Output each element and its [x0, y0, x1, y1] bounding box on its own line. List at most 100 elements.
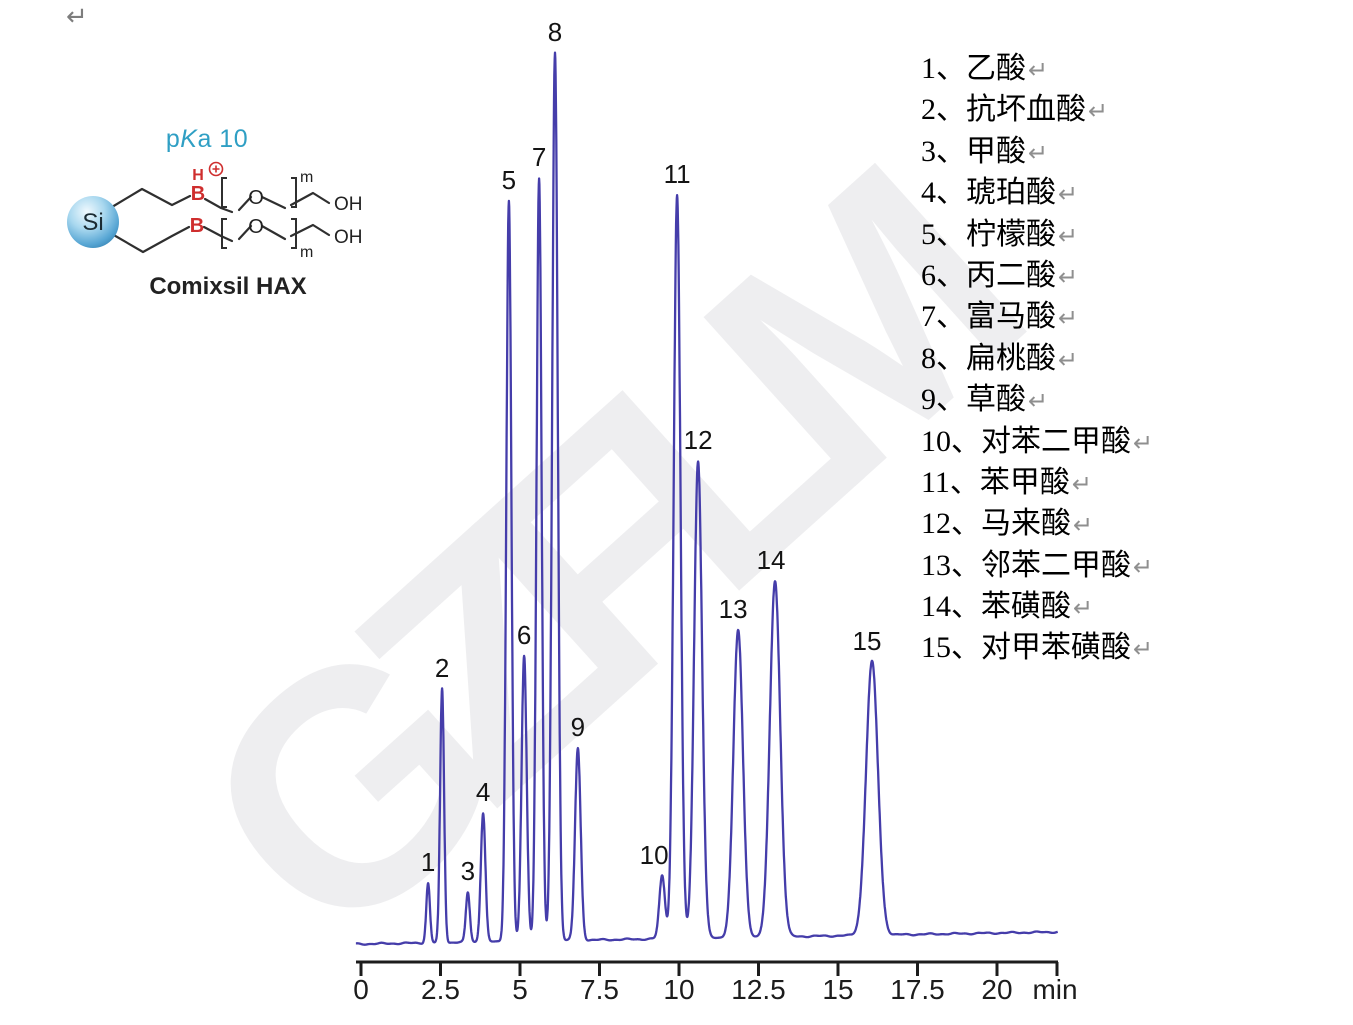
repeat-brackets	[221, 177, 297, 249]
paragraph-return-icon: ↵	[1058, 180, 1079, 209]
legend-item-name: 柠檬酸	[966, 217, 1056, 251]
legend-item-10: 10、对苯二甲酸↵	[921, 421, 1155, 462]
peak-number-label-8: 8	[547, 16, 563, 47]
peak-number-label-15: 15	[852, 625, 882, 656]
legend-item-number: 8、	[921, 341, 966, 375]
legend-item-5: 5、柠檬酸↵	[921, 214, 1155, 255]
legend-item-name: 抗坏血酸	[966, 93, 1086, 127]
legend-item-name: 甲酸	[966, 134, 1026, 168]
structure-caption: Comixsil HAX	[149, 273, 307, 300]
boron-atom-label-top: B	[191, 183, 205, 205]
compound-legend: 1、乙酸↵ 2、抗坏血酸↵ 3、甲酸↵ 4、琥珀酸↵ 5、柠檬酸↵ 6、丙二酸↵ 7、富马酸…	[921, 48, 1155, 673]
paragraph-return-icon: ↵	[1058, 304, 1079, 333]
legend-item-1: 1、乙酸↵	[921, 48, 1155, 89]
paragraph-return-icon: ↵	[1088, 97, 1109, 126]
legend-item-number: 10、	[921, 424, 981, 458]
legend-item-number: 2、	[921, 93, 966, 127]
hydrogen-atom-label: H	[192, 167, 204, 184]
legend-item-number: 4、	[921, 176, 966, 210]
silica-sphere-label: Si	[82, 209, 103, 236]
legend-item-number: 12、	[921, 507, 981, 541]
legend-item-name: 苯甲酸	[979, 465, 1070, 499]
legend-item-3: 3、甲酸↵	[921, 131, 1155, 172]
bond-lines	[110, 187, 331, 254]
peak-number-label-14: 14	[756, 544, 786, 575]
legend-item-2: 2、抗坏血酸↵	[921, 89, 1155, 130]
legend-item-name: 琥珀酸	[966, 176, 1056, 210]
hydroxyl-label-top: OH	[334, 194, 363, 215]
x-tick-label: 17.5	[890, 974, 945, 1005]
legend-item-number: 14、	[921, 590, 981, 624]
peak-number-label-12: 12	[683, 425, 713, 456]
x-tick-label: 10	[663, 974, 695, 1005]
legend-item-name: 扁桃酸	[966, 341, 1056, 375]
paragraph-return-icon: ↵	[1133, 635, 1154, 664]
legend-item-12: 12、马来酸↵	[921, 503, 1155, 544]
paragraph-return-icon: ↵	[1058, 221, 1079, 250]
peak-number-label-3: 3	[460, 856, 476, 887]
paragraph-return-icon: ↵	[1133, 552, 1154, 581]
legend-item-number: 6、	[921, 258, 966, 292]
legend-item-name: 邻苯二甲酸	[981, 548, 1131, 582]
paragraph-return-icon: ↵	[1028, 387, 1049, 416]
peak-number-label-13: 13	[718, 594, 748, 625]
legend-item-11: 11、苯甲酸↵	[921, 462, 1155, 503]
plus-charge-icon	[208, 161, 224, 177]
paragraph-return-icon: ↵	[1073, 594, 1094, 623]
legend-item-9: 9、草酸↵	[921, 379, 1155, 420]
pka-label: pKa 10	[152, 125, 262, 154]
pka-suffix: a 10	[197, 125, 249, 153]
x-tick-label: 20	[981, 974, 1013, 1005]
paragraph-return-icon: ↵	[66, 2, 88, 32]
chemical-structure-diagram: Si B B H O O m m OH OH	[67, 161, 363, 261]
legend-item-number: 7、	[921, 300, 966, 334]
legend-item-number: 9、	[921, 383, 966, 417]
paragraph-return-icon: ↵	[1133, 428, 1154, 457]
x-tick-label: 0	[353, 974, 369, 1005]
legend-item-number: 3、	[921, 134, 966, 168]
legend-item-name: 草酸	[966, 383, 1026, 417]
legend-item-15: 15、对甲苯磺酸↵	[921, 627, 1155, 668]
paragraph-return-icon: ↵	[1058, 262, 1079, 291]
legend-item-name: 对苯二甲酸	[981, 424, 1131, 458]
legend-item-13: 13、邻苯二甲酸↵	[921, 545, 1155, 586]
legend-item-number: 15、	[921, 631, 981, 665]
silica-sphere	[67, 196, 119, 248]
x-tick-label: 2.5	[421, 974, 460, 1005]
oxygen-atom-label-top: O	[248, 187, 264, 209]
peak-number-label-5: 5	[501, 164, 517, 195]
peak-number-label-2: 2	[434, 652, 450, 683]
legend-item-number: 11、	[921, 465, 980, 499]
legend-item-6: 6、丙二酸↵	[921, 255, 1155, 296]
repeat-count-label-top: m	[300, 169, 313, 186]
legend-item-4: 4、琥珀酸↵	[921, 172, 1155, 213]
legend-item-number: 13、	[921, 548, 981, 582]
pka-prefix: p	[165, 125, 181, 153]
pka-k-italic: K	[180, 125, 198, 153]
paragraph-return-icon: ↵	[1073, 511, 1094, 540]
peak-number-label-1: 1	[420, 847, 436, 878]
x-tick-label: 15	[822, 974, 854, 1005]
peak-number-label-10: 10	[639, 839, 669, 870]
legend-item-14: 14、苯磺酸↵	[921, 586, 1155, 627]
peak-number-label-9: 9	[570, 712, 586, 743]
legend-item-7: 7、富马酸↵	[921, 296, 1155, 337]
legend-item-number: 5、	[921, 217, 966, 251]
legend-item-name: 苯磺酸	[981, 590, 1071, 624]
legend-item-name: 富马酸	[966, 300, 1056, 334]
peak-number-label-4: 4	[475, 777, 491, 808]
hydroxyl-label-bottom: OH	[334, 227, 363, 248]
legend-item-name: 丙二酸	[966, 258, 1056, 292]
x-tick-label: 7.5	[580, 974, 619, 1005]
x-tick-label: 12.5	[731, 974, 786, 1005]
paragraph-return-icon: ↵	[1028, 56, 1049, 84]
oxygen-atom-label-bottom: O	[248, 216, 264, 238]
x-axis	[356, 960, 1059, 976]
paragraph-return-icon: ↵	[1071, 469, 1092, 498]
chromatogram-trace	[355, 51, 1059, 946]
boron-atom-label-bottom: B	[190, 215, 204, 237]
peak-number-label-7: 7	[531, 142, 547, 173]
legend-item-name: 马来酸	[981, 507, 1071, 541]
paragraph-return-icon: ↵	[1028, 138, 1049, 167]
